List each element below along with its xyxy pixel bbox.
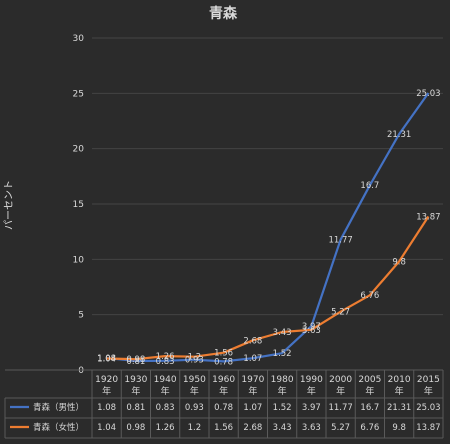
table-cell: 9.8: [392, 423, 406, 433]
data-label: 16.7: [360, 181, 379, 191]
gridlines: [92, 37, 443, 371]
data-label: 2.68: [243, 336, 262, 346]
x-tick-label: 年: [365, 385, 374, 397]
legend-label: 青森（男性）: [33, 402, 84, 413]
x-tick-label: 1920: [95, 375, 118, 385]
x-tick-label: 年: [102, 385, 111, 397]
table-cell: 1.52: [273, 403, 292, 413]
table-cell: 21.31: [387, 403, 411, 413]
y-tick-label: 30: [73, 34, 85, 44]
data-label: 9.8: [392, 258, 406, 268]
data-label: 1.2: [188, 353, 202, 363]
x-tick-label: 年: [307, 385, 316, 397]
data-labels: 1.08 0.81 0.83 0.93 0.78 1.07 1.52 3.97 11.77 16.…: [97, 89, 440, 367]
data-label: 0.93: [185, 356, 204, 366]
x-tick-label: 年: [395, 385, 404, 397]
x-tick-label: 1960: [212, 375, 235, 385]
x-tick-label: 1970: [241, 375, 264, 385]
y-tick-label: 0: [78, 366, 84, 376]
data-table: 1920年1930年1940年1950年1960年1970年1980年1990年…: [4, 369, 444, 439]
series-line-female: [106, 215, 430, 361]
data-label: 1.26: [156, 352, 175, 362]
data-label: 1.04: [97, 354, 116, 364]
data-label: 1.08: [97, 354, 116, 364]
data-label: 25.03: [416, 89, 440, 99]
data-label: 3.43: [273, 328, 292, 338]
x-tick-label: 年: [424, 385, 433, 397]
x-tick-label: 年: [336, 385, 345, 397]
y-tick-label: 15: [73, 200, 84, 210]
data-label: 11.77: [328, 236, 352, 246]
y-tick-label: 10: [73, 255, 85, 265]
table-cell: 3.43: [273, 423, 292, 433]
chart-title: 青森: [209, 5, 238, 22]
data-label: 0.78: [214, 357, 233, 367]
x-tick-label: 年: [248, 385, 257, 397]
x-tick-label: 1930: [124, 375, 147, 385]
table-cell: 0.98: [126, 423, 145, 433]
data-label: 1.56: [214, 349, 233, 359]
table-cell: 0.81: [126, 403, 145, 413]
x-tick-label: 年: [161, 385, 170, 397]
x-tick-label: 1980: [271, 375, 294, 385]
y-tick-label: 25: [73, 89, 84, 99]
table-cell: 5.27: [331, 423, 350, 433]
y-axis-label: パーセント: [3, 180, 15, 230]
y-tick-label: 20: [73, 145, 85, 155]
table-cell: 0.78: [214, 403, 233, 413]
table-cell: 1.08: [97, 403, 116, 413]
legend-label: 青森（女性）: [33, 422, 84, 433]
x-tick-label: 2000: [329, 375, 352, 385]
x-tick-label: 1950: [183, 375, 206, 385]
table-cell: 16.7: [360, 403, 379, 413]
data-label: 0.98: [126, 355, 145, 365]
x-tick-label: 1940: [154, 375, 177, 385]
data-label: 21.31: [387, 130, 411, 140]
x-tick-label: 2010: [388, 375, 411, 385]
data-label: 5.27: [331, 308, 350, 318]
data-label: 0.83: [156, 357, 175, 367]
x-tick-label: 2015: [417, 375, 440, 385]
data-label: 3.63: [302, 326, 321, 336]
table-cell: 0.83: [156, 403, 175, 413]
data-label: 3.97: [302, 322, 321, 332]
table-cell: 3.63: [302, 423, 321, 433]
table-cell: 1.26: [156, 423, 175, 433]
data-label: 6.76: [360, 291, 379, 301]
x-tick-label: 1990: [300, 375, 323, 385]
table-cell: 0.93: [185, 403, 204, 413]
table-cell: 25.03: [416, 403, 440, 413]
x-tick-label: 年: [278, 385, 287, 397]
table-cell: 1.04: [97, 423, 116, 433]
table-cell: 11.77: [328, 403, 352, 413]
x-tick-label: 年: [190, 385, 199, 397]
x-tick-label: 年: [131, 385, 140, 397]
table-cell: 1.56: [214, 423, 233, 433]
table-cell: 1.2: [188, 423, 202, 433]
series-line-male: [106, 92, 430, 363]
series-lines: [106, 92, 430, 363]
table-cell: 3.97: [302, 403, 321, 413]
table-cell: 1.07: [243, 403, 262, 413]
data-label: 1.07: [243, 354, 262, 364]
x-tick-label: 2005: [358, 375, 381, 385]
table-cell: 6.76: [360, 423, 379, 433]
table-cell: 13.87: [416, 423, 440, 433]
y-tick-label: 5: [78, 311, 84, 321]
data-label: 1.52: [273, 349, 292, 359]
table-cell: 2.68: [243, 423, 262, 433]
y-axis-ticks: 0 5 10 15 20 25 30: [73, 34, 85, 376]
data-label: 0.81: [126, 357, 145, 367]
data-label: 13.87: [416, 213, 440, 223]
x-tick-label: 年: [219, 385, 228, 397]
